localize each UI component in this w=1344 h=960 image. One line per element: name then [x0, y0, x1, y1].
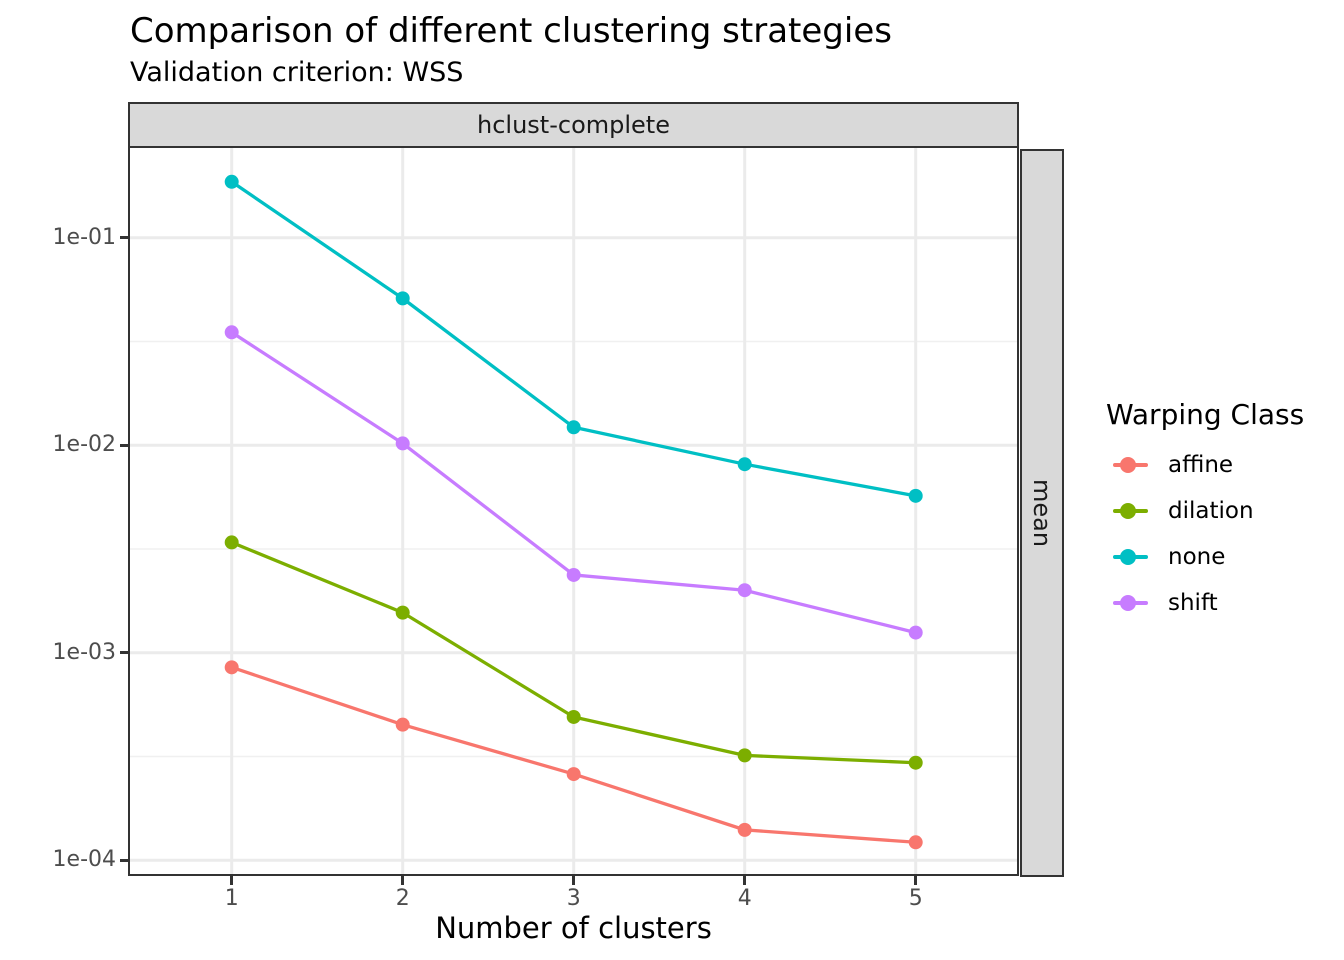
- y-axis-tick-mark: [120, 858, 129, 862]
- y-axis-tick-mark: [120, 443, 129, 447]
- data-point-affine-4: [737, 822, 752, 837]
- plot-subtitle: Validation criterion: WSS: [130, 57, 464, 88]
- data-point-affine-5: [908, 835, 923, 850]
- x-axis-tick-label: 1: [224, 886, 239, 911]
- chart-panel: [128, 146, 1019, 876]
- data-point-dilation-4: [737, 748, 752, 763]
- facet-strip-right: mean: [1020, 149, 1064, 877]
- x-axis-tick-label: 4: [737, 886, 752, 911]
- x-axis-title: Number of clusters: [435, 911, 712, 945]
- data-point-dilation-5: [908, 755, 923, 770]
- legend-item-label: none: [1168, 544, 1226, 570]
- plot-title: Comparison of different clustering strat…: [130, 11, 892, 51]
- legend: Warping Class: [1106, 398, 1304, 431]
- legend-key-icon: [1106, 489, 1150, 533]
- legend-item-label: affine: [1168, 452, 1234, 478]
- y-axis-tick-label: 1e-04: [52, 847, 116, 873]
- data-point-none-3: [566, 420, 581, 435]
- data-point-affine-2: [395, 717, 410, 732]
- facet-strip-right-label: mean: [1028, 478, 1056, 548]
- data-point-shift-5: [908, 625, 923, 640]
- legend-item-label: dilation: [1168, 498, 1254, 524]
- data-point-none-5: [908, 488, 923, 503]
- legend-title: Warping Class: [1106, 398, 1305, 431]
- y-axis-tick-label: 1e-02: [52, 432, 116, 458]
- x-axis-tick-label: 2: [395, 886, 410, 911]
- y-axis-tick-label: 1e-01: [52, 224, 116, 250]
- chart-canvas: [130, 148, 1017, 874]
- x-axis-tick-label: 5: [908, 886, 923, 911]
- x-axis-tick-mark: [230, 876, 234, 885]
- facet-strip-top-label: hclust-complete: [477, 111, 670, 139]
- data-point-none-4: [737, 457, 752, 472]
- y-axis-tick-mark: [120, 236, 129, 240]
- legend-item-label: shift: [1168, 590, 1218, 616]
- x-axis-tick-mark: [401, 876, 405, 885]
- x-axis-tick-mark: [914, 876, 918, 885]
- data-point-none-1: [224, 174, 239, 189]
- data-point-affine-1: [224, 660, 239, 675]
- y-axis-tick-mark: [120, 651, 129, 655]
- data-point-shift-3: [566, 567, 581, 582]
- data-point-dilation-1: [224, 535, 239, 550]
- x-axis-tick-mark: [743, 876, 747, 885]
- data-point-none-2: [395, 291, 410, 306]
- legend-item-dilation: dilation: [1106, 489, 1254, 533]
- data-point-shift-1: [224, 325, 239, 340]
- data-point-shift-2: [395, 436, 410, 451]
- legend-item-shift: shift: [1106, 581, 1218, 625]
- facet-strip-top: hclust-complete: [128, 102, 1019, 148]
- legend-key-icon: [1106, 443, 1150, 487]
- y-axis-tick-label: 1e-03: [52, 639, 116, 665]
- data-point-dilation-2: [395, 605, 410, 620]
- x-axis-tick-mark: [572, 876, 576, 885]
- data-point-shift-4: [737, 583, 752, 598]
- data-point-dilation-3: [566, 709, 581, 724]
- x-axis-tick-label: 3: [566, 886, 581, 911]
- legend-item-none: none: [1106, 535, 1225, 579]
- legend-key-icon: [1106, 535, 1150, 579]
- legend-key-icon: [1106, 581, 1150, 625]
- legend-item-affine: affine: [1106, 443, 1233, 487]
- data-point-affine-3: [566, 767, 581, 782]
